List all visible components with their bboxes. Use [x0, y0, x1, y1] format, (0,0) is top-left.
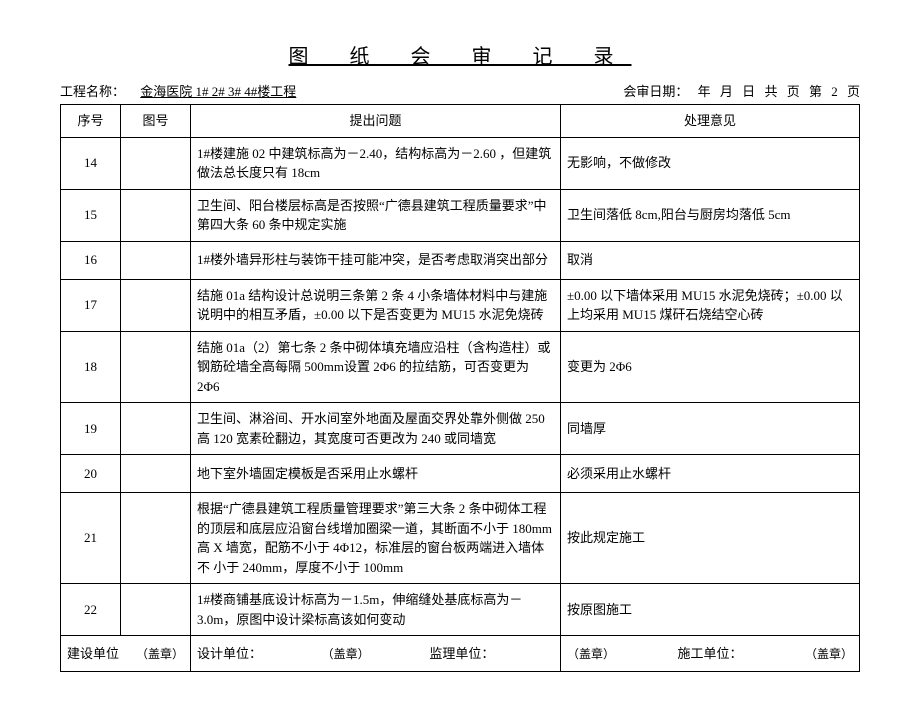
project-name-value: 金海医院 1# 2# 3# 4#楼工程	[132, 84, 300, 99]
table-row: 21 根据“广德县建筑工程质量管理要求”第三大条 2 条中砌体工程的顶层和底层应沿…	[61, 493, 860, 584]
resolution-cell: 必须采用止水螺杆	[561, 455, 860, 493]
supervise-unit-label: 监理单位：	[429, 644, 494, 664]
design-unit-stamp: （盖章）	[322, 645, 370, 663]
issue-cell: 1#楼商铺基底设计标高为－1.5m，伸缩缝处基底标高为－3.0m，原图中设计梁标…	[191, 584, 561, 636]
table-row: 20 地下室外墙固定模板是否采用止水螺杆必须采用止水螺杆	[61, 455, 860, 493]
construct-unit-stamp: （盖章）	[805, 645, 853, 663]
fig-cell	[121, 137, 191, 189]
table-row: 18 结施 01a（2）第七条 2 条中砌体填充墙应沿柱（含构造柱）或钢筋砼墙全高…	[61, 331, 860, 403]
seq-cell: 14	[61, 137, 121, 189]
issue-cell: 1#楼外墙异形柱与装饰干挂可能冲突，是否考虑取消突出部分	[191, 241, 561, 279]
footer-construct-cell: （盖章） 施工单位： （盖章）	[561, 636, 860, 672]
fig-cell	[121, 455, 191, 493]
issue-cell: 根据“广德县建筑工程质量管理要求”第三大条 2 条中砌体工程的顶层和底层应沿窗台…	[191, 493, 561, 584]
seq-cell: 22	[61, 584, 121, 636]
seq-cell: 17	[61, 279, 121, 331]
date-page-block: 会审日期： 年 月 日 共 页 第 2 页	[617, 81, 860, 100]
review-table: 序号 图号 提出问题 处理意见 14 1#楼建施 02 中建筑标高为－2.40，结…	[60, 104, 860, 672]
footer-design-supervise-cell: 设计单位： （盖章） 监理单位：	[191, 636, 561, 672]
fig-cell	[121, 493, 191, 584]
page-prefix: 第	[809, 84, 822, 99]
fig-cell	[121, 584, 191, 636]
table-row: 19 卫生间、淋浴间、开水间室外地面及屋面交界处靠外侧做 250 高 120 宽素…	[61, 403, 860, 455]
resolution-cell: 卫生间落低 8cm,阳台与厨房均落低 5cm	[561, 189, 860, 241]
issue-cell: 卫生间、阳台楼层标高是否按照“广德县建筑工程质量要求”中第四大条 60 条中规定…	[191, 189, 561, 241]
day-unit: 日	[742, 84, 755, 99]
month-unit: 月	[720, 84, 733, 99]
seq-cell: 19	[61, 403, 121, 455]
project-name-block: 工程名称： 金海医院 1# 2# 3# 4#楼工程	[60, 81, 300, 100]
resolution-cell: 取消	[561, 241, 860, 279]
page-title: 图 纸 会 审 记 录	[60, 40, 860, 69]
page-suffix: 页	[847, 84, 860, 99]
seq-cell: 15	[61, 189, 121, 241]
seq-cell: 16	[61, 241, 121, 279]
col-issue-header: 提出问题	[191, 105, 561, 138]
page-number: 2	[831, 84, 838, 99]
seq-cell: 20	[61, 455, 121, 493]
table-header-row: 序号 图号 提出问题 处理意见	[61, 105, 860, 138]
design-unit-label: 设计单位：	[197, 644, 262, 664]
seq-cell: 18	[61, 331, 121, 403]
issue-cell: 结施 01a（2）第七条 2 条中砌体填充墙应沿柱（含构造柱）或钢筋砼墙全高每隔…	[191, 331, 561, 403]
issue-cell: 卫生间、淋浴间、开水间室外地面及屋面交界处靠外侧做 250 高 120 宽素砼翻…	[191, 403, 561, 455]
issue-cell: 地下室外墙固定模板是否采用止水螺杆	[191, 455, 561, 493]
issue-cell: 结施 01a 结构设计总说明三条第 2 条 4 小条墙体材料中与建施说明中的相互…	[191, 279, 561, 331]
footer-build-unit-cell: 建设单位 （盖章）	[61, 636, 191, 672]
table-footer-row: 建设单位 （盖章） 设计单位： （盖章） 监理单位： （盖章） 施工单位： （盖…	[61, 636, 860, 672]
col-fig-header: 图号	[121, 105, 191, 138]
build-unit-stamp: （盖章）	[136, 645, 184, 663]
fig-cell	[121, 331, 191, 403]
issue-cell: 1#楼建施 02 中建筑标高为－2.40，结构标高为－2.60 ，但建筑做法总长…	[191, 137, 561, 189]
resolution-cell: 按原图施工	[561, 584, 860, 636]
fig-cell	[121, 403, 191, 455]
resolution-cell: 按此规定施工	[561, 493, 860, 584]
col-seq-header: 序号	[61, 105, 121, 138]
resolution-cell: 无影响，不做修改	[561, 137, 860, 189]
review-date-label: 会审日期：	[623, 84, 688, 99]
supervise-unit-stamp: （盖章）	[567, 645, 615, 663]
resolution-cell: 变更为 2Φ6	[561, 331, 860, 403]
table-row: 22 1#楼商铺基底设计标高为－1.5m，伸缩缝处基底标高为－3.0m，原图中设计…	[61, 584, 860, 636]
seq-cell: 21	[61, 493, 121, 584]
table-row: 15 卫生间、阳台楼层标高是否按照“广德县建筑工程质量要求”中第四大条 60 条中…	[61, 189, 860, 241]
fig-cell	[121, 279, 191, 331]
resolution-cell: ±0.00 以下墙体采用 MU15 水泥免烧砖；±0.00 以上均采用 MU15…	[561, 279, 860, 331]
table-row: 16 1#楼外墙异形柱与装饰干挂可能冲突，是否考虑取消突出部分取消	[61, 241, 860, 279]
col-resolution-header: 处理意见	[561, 105, 860, 138]
project-name-label: 工程名称：	[60, 84, 125, 99]
total-prefix: 共	[764, 84, 777, 99]
build-unit-label: 建设单位	[67, 644, 119, 664]
header-meta: 工程名称： 金海医院 1# 2# 3# 4#楼工程 会审日期： 年 月 日 共 …	[60, 81, 860, 100]
resolution-cell: 同墙厚	[561, 403, 860, 455]
total-suffix: 页	[787, 84, 800, 99]
fig-cell	[121, 241, 191, 279]
table-row: 17 结施 01a 结构设计总说明三条第 2 条 4 小条墙体材料中与建施说明中的…	[61, 279, 860, 331]
fig-cell	[121, 189, 191, 241]
table-row: 14 1#楼建施 02 中建筑标高为－2.40，结构标高为－2.60 ，但建筑做法…	[61, 137, 860, 189]
year-unit: 年	[698, 84, 711, 99]
construct-unit-label: 施工单位：	[677, 644, 742, 664]
